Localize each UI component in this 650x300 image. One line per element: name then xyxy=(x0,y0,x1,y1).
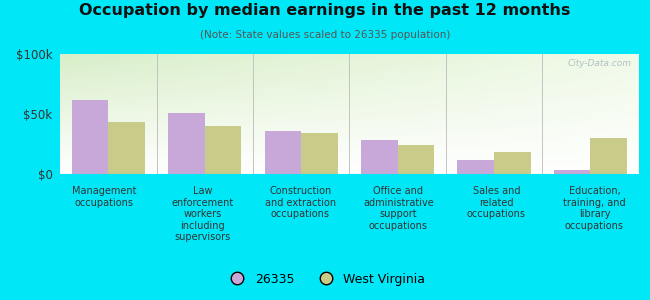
Text: Occupation by median earnings in the past 12 months: Occupation by median earnings in the pas… xyxy=(79,3,571,18)
Text: Construction
and extraction
occupations: Construction and extraction occupations xyxy=(265,186,336,219)
Bar xyxy=(398,145,434,174)
Bar xyxy=(205,126,241,174)
Text: Management
occupations: Management occupations xyxy=(72,186,136,208)
Bar xyxy=(458,160,494,174)
Bar xyxy=(168,113,205,174)
Text: Sales and
related
occupations: Sales and related occupations xyxy=(467,186,526,219)
Bar xyxy=(590,138,627,174)
Text: City-Data.com: City-Data.com xyxy=(567,59,632,68)
Bar xyxy=(361,140,398,174)
Bar xyxy=(265,131,301,174)
Text: (Note: State values scaled to 26335 population): (Note: State values scaled to 26335 popu… xyxy=(200,30,450,40)
Text: Office and
administrative
support
occupations: Office and administrative support occupa… xyxy=(363,186,434,231)
Text: Education,
training, and
library
occupations: Education, training, and library occupat… xyxy=(563,186,626,231)
Bar xyxy=(109,122,145,174)
Bar xyxy=(494,152,530,174)
Bar xyxy=(554,170,590,174)
Text: Law
enforcement
workers
including
supervisors: Law enforcement workers including superv… xyxy=(171,186,233,242)
Bar xyxy=(301,133,338,174)
Legend: 26335, West Virginia: 26335, West Virginia xyxy=(220,268,430,291)
Bar xyxy=(72,100,109,174)
